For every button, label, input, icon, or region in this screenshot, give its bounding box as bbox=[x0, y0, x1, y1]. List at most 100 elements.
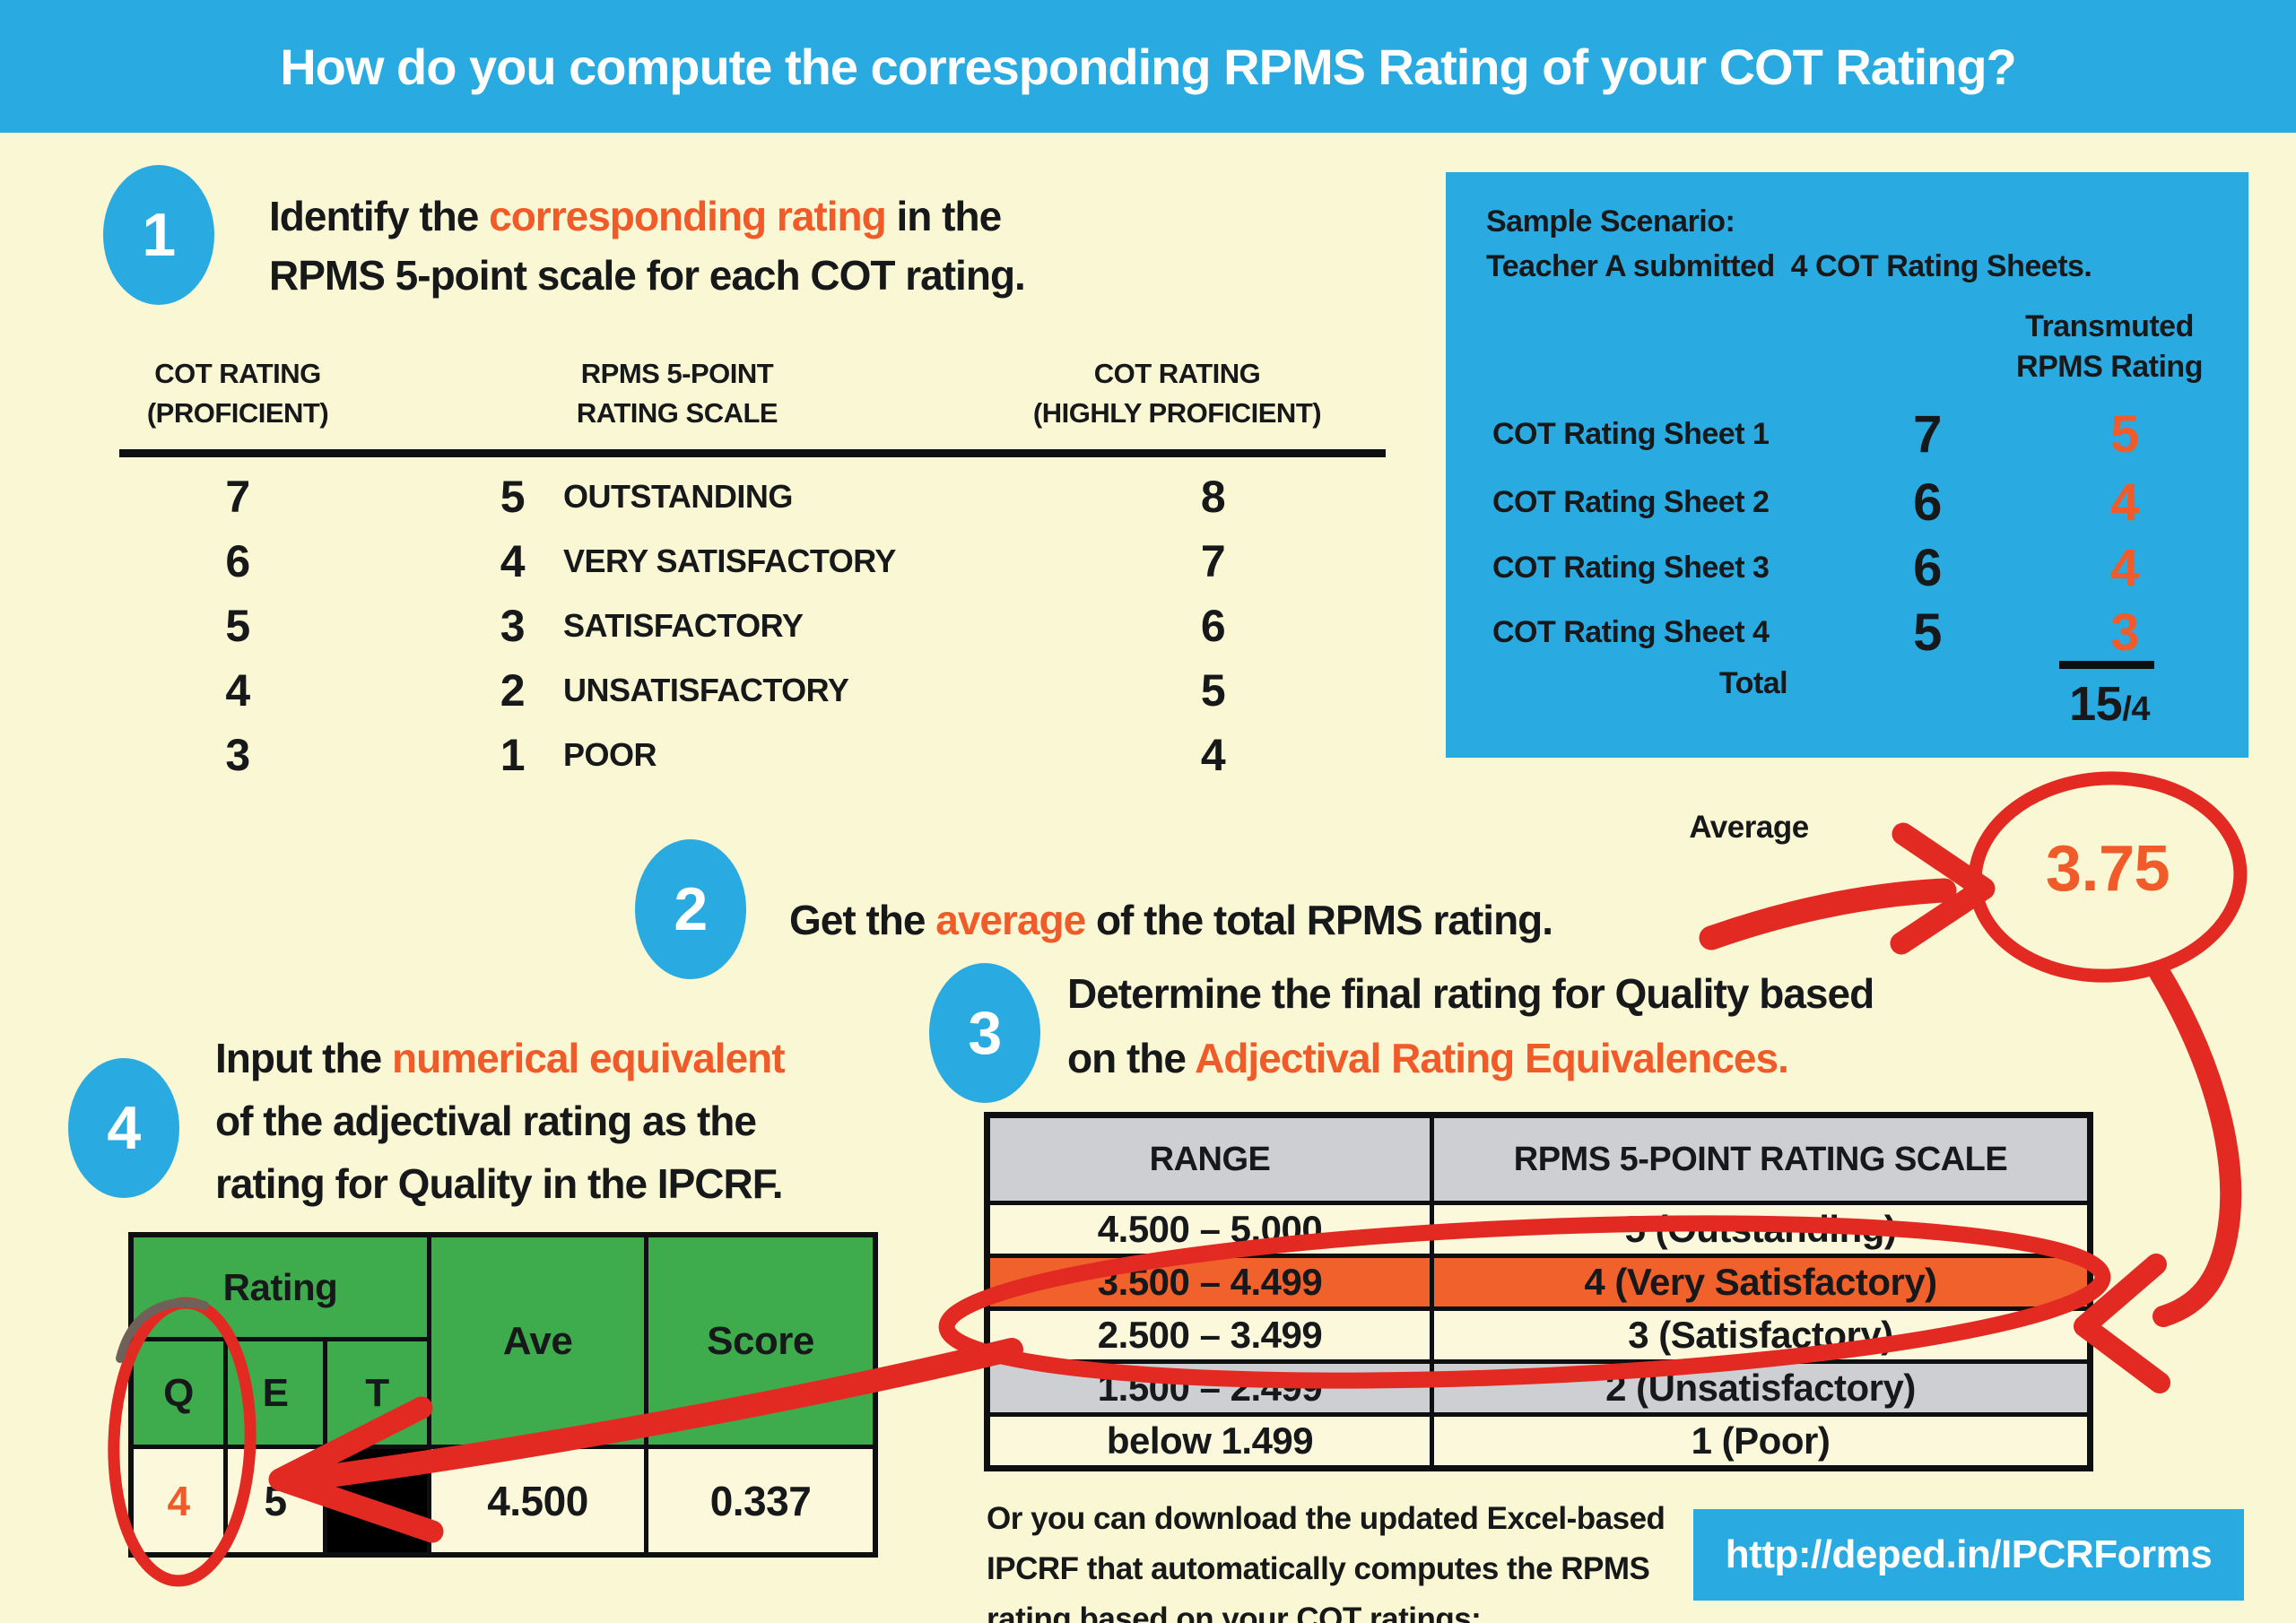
total-sum: 15 bbox=[2069, 677, 2123, 731]
scenario-subtitle: Teacher A submitted 4 COT Rating Sheets. bbox=[1486, 249, 2092, 283]
rpms-scale-value: 4 bbox=[500, 536, 526, 586]
cot-proficient-value: 6 bbox=[225, 536, 250, 586]
rpms-scale-value: 1 bbox=[500, 730, 526, 780]
col-header-cot-highly-proficient: COT RATING (HIGHLY PROFICIENT) bbox=[964, 354, 1390, 433]
rpms-scale-label: UNSATISFACTORY bbox=[563, 672, 849, 708]
step-1-text-part: Identify the bbox=[269, 193, 490, 239]
adjectival-rating-table: RANGE RPMS 5-POINT RATING SCALE 4.500 – … bbox=[984, 1112, 2093, 1471]
step-2-text: Get the average of the total RPMS rating… bbox=[789, 890, 1553, 950]
range-cell: 2.500 – 3.499 bbox=[990, 1311, 1430, 1359]
scale-cell-highlighted: 4 (Very Satisfactory) bbox=[1434, 1258, 2087, 1306]
ipcrf-ave-header: Ave bbox=[431, 1237, 644, 1445]
ipcrf-score-header: Score bbox=[648, 1237, 873, 1445]
sum-rule bbox=[2059, 661, 2154, 669]
ipcrf-score-value: 0.337 bbox=[648, 1449, 873, 1552]
title-bar: How do you compute the corresponding RPM… bbox=[0, 0, 2296, 133]
col-header-line: RPMS 5-POINT bbox=[580, 358, 774, 389]
range-cell: below 1.499 bbox=[990, 1417, 1430, 1465]
step-4-line-1: Input the numerical equivalent bbox=[215, 1027, 786, 1089]
cot-highly-proficient-value: 8 bbox=[1200, 472, 1226, 522]
rating-sheet-label: COT Rating Sheet 3 bbox=[1492, 550, 1770, 585]
col-header-line: COT RATING bbox=[1093, 358, 1261, 389]
step-2-highlight: average bbox=[935, 897, 1086, 943]
sample-scenario-panel: Sample Scenario: Teacher A submitted 4 C… bbox=[1446, 172, 2248, 758]
step-4-line-2: of the adjectival rating as the bbox=[215, 1098, 757, 1144]
rpms-scale-label: SATISFACTORY bbox=[563, 607, 804, 644]
table-row: 3 1 POOR 4 bbox=[85, 723, 1390, 787]
step-4-text-part: Input the bbox=[215, 1035, 392, 1081]
step-1-line-1: Identify the corresponding rating in the bbox=[269, 187, 1025, 246]
step-2-text-part: Get the bbox=[789, 897, 936, 943]
scenario-row: COT Rating Sheet 2 6 4 bbox=[1446, 468, 2248, 536]
total-divisor: /4 bbox=[2122, 690, 2150, 728]
scale-cell: 1 (Poor) bbox=[1434, 1417, 2087, 1465]
cot-proficient-value: 4 bbox=[225, 665, 250, 716]
ipcrf-e-value: 5 bbox=[228, 1449, 323, 1552]
step-4-line-3: rating for Quality in the IPCRF. bbox=[215, 1160, 783, 1207]
transmuted-rating-value: 5 bbox=[2110, 404, 2139, 464]
total-label: Total bbox=[1718, 666, 1788, 700]
range-header-text: RANGE bbox=[1149, 1141, 1271, 1178]
step-3-highlight: Adjectival Rating Equivalences. bbox=[1195, 1035, 1789, 1081]
table-row: 5 3 SATISFACTORY 6 bbox=[85, 594, 1390, 658]
step-4-highlight: numerical equivalent bbox=[391, 1035, 786, 1081]
note-line: IPCRF that automatically computes the RP… bbox=[987, 1551, 1650, 1586]
note-line: rating based on your COT ratings: bbox=[987, 1601, 1482, 1623]
ipcrf-q-header: Q bbox=[134, 1341, 223, 1445]
rpms-scale-value: 3 bbox=[500, 601, 526, 651]
scale-header: RPMS 5-POINT RATING SCALE bbox=[1434, 1118, 2087, 1201]
step-1-badge: 1 bbox=[103, 165, 214, 305]
cot-rating-value: 6 bbox=[1913, 473, 1942, 532]
cot-highly-proficient-value: 5 bbox=[1200, 665, 1226, 716]
step-3-badge: 3 bbox=[929, 963, 1040, 1103]
cot-highly-proficient-value: 6 bbox=[1200, 601, 1226, 651]
transmuted-header-line: Transmuted bbox=[2025, 309, 2194, 343]
note-line: Or you can download the updated Excel-ba… bbox=[987, 1501, 1665, 1536]
scenario-title: Sample Scenario: bbox=[1486, 204, 1735, 239]
ipcrf-t-blacked-out-cell bbox=[327, 1449, 427, 1552]
scenario-row: COT Rating Sheet 1 7 5 bbox=[1446, 400, 2248, 468]
transmuted-header-line: RPMS Rating bbox=[2016, 350, 2203, 384]
rating-sheet-label: COT Rating Sheet 2 bbox=[1492, 484, 1770, 519]
step-3-text: Determine the final rating for Quality b… bbox=[1067, 961, 1874, 1090]
rpms-scale-label: OUTSTANDING bbox=[563, 478, 793, 515]
col-header-cot-proficient: COT RATING (PROFICIENT) bbox=[85, 354, 390, 433]
cot-proficient-value: 3 bbox=[225, 730, 250, 780]
step-4-text: Input the numerical equivalent of the ad… bbox=[215, 1027, 786, 1215]
range-cell: 4.500 – 5.000 bbox=[990, 1205, 1430, 1254]
ipcrf-t-header: T bbox=[327, 1341, 427, 1445]
table-row: 6 4 VERY SATISFACTORY 7 bbox=[85, 529, 1390, 594]
cot-proficient-value: 5 bbox=[225, 601, 250, 651]
conversion-rows: 7 5 OUTSTANDING 8 6 4 VERY SATISFACTORY … bbox=[85, 464, 1390, 787]
scenario-row: COT Rating Sheet 4 5 3 bbox=[1446, 598, 2248, 666]
col-header-line: RATING SCALE bbox=[576, 397, 778, 429]
range-header: RANGE bbox=[990, 1118, 1430, 1201]
col-header-rpms-scale: RPMS 5-POINT RATING SCALE bbox=[390, 354, 964, 433]
rpms-scale-value: 5 bbox=[500, 472, 526, 522]
step-3-line-1: Determine the final rating for Quality b… bbox=[1067, 970, 1874, 1017]
step-3-text-part: on the bbox=[1067, 1035, 1196, 1081]
scale-cell: 3 (Satisfactory) bbox=[1434, 1311, 2087, 1359]
page-title: How do you compute the corresponding RPM… bbox=[280, 38, 2017, 95]
download-note: Or you can download the updated Excel-ba… bbox=[987, 1494, 1665, 1623]
cot-rating-value: 6 bbox=[1913, 538, 1942, 597]
ipcrf-q-value: 4 bbox=[134, 1449, 223, 1552]
range-cell: 1.500 – 2.499 bbox=[990, 1364, 1430, 1412]
cot-rating-value: 7 bbox=[1913, 404, 1942, 464]
transmuted-rating-header: Transmuted RPMS Rating bbox=[1984, 307, 2235, 387]
scale-cell: 2 (Unsatisfactory) bbox=[1434, 1364, 2087, 1412]
step-2-badge: 2 bbox=[635, 839, 746, 979]
rpms-scale-label: POOR bbox=[563, 736, 657, 773]
average-to-table-curve bbox=[2149, 962, 2242, 1327]
step-1-highlight: corresponding rating bbox=[489, 193, 887, 239]
ipcrf-forms-link[interactable]: http://deped.in/IPCRForms bbox=[1693, 1509, 2244, 1601]
table-row: 4 2 UNSATISFACTORY 5 bbox=[85, 658, 1390, 723]
scale-cell: 5 (Outstanding) bbox=[1434, 1205, 2087, 1254]
total-value: 15/4 bbox=[2020, 676, 2199, 732]
transmuted-rating-value: 3 bbox=[2110, 603, 2139, 662]
transmuted-rating-value: 4 bbox=[2110, 538, 2139, 597]
cot-highly-proficient-value: 4 bbox=[1200, 730, 1226, 780]
step-3-line-2: on the Adjectival Rating Equivalences. bbox=[1067, 1026, 1874, 1090]
step-2-text-part: of the total RPMS rating. bbox=[1085, 897, 1553, 943]
transmuted-rating-value: 4 bbox=[2110, 473, 2139, 532]
